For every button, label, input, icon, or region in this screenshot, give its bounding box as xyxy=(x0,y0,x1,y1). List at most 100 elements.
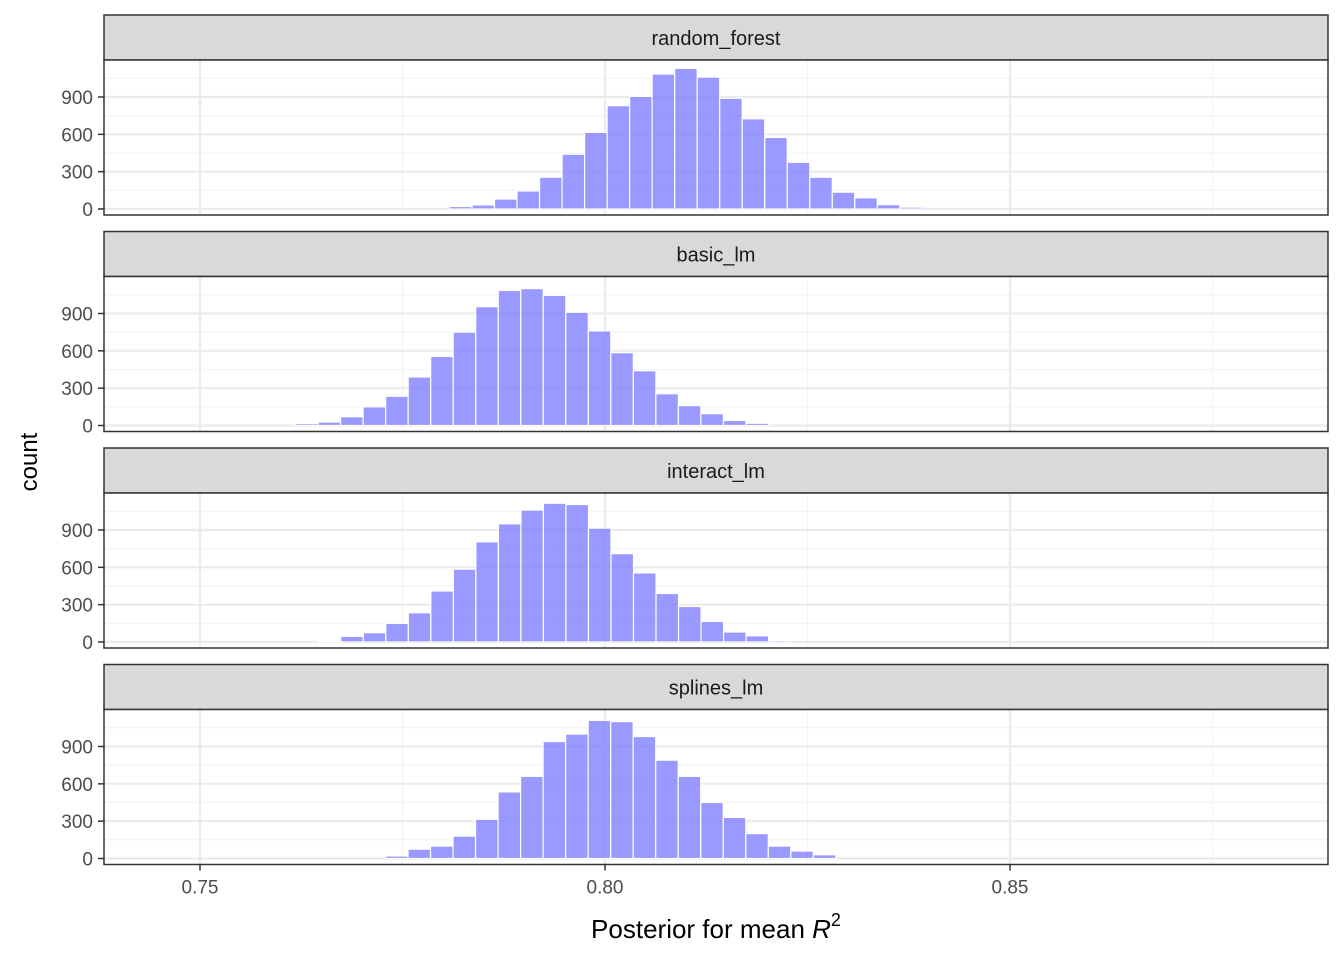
histogram-bar xyxy=(611,353,634,426)
histogram-bar xyxy=(607,106,630,209)
histogram-bar xyxy=(517,191,540,209)
histogram-bar xyxy=(521,510,544,642)
x-tick-label: 0.85 xyxy=(992,878,1029,899)
histogram-bar xyxy=(634,573,657,642)
y-axis-title: count xyxy=(16,432,43,491)
histogram-bar xyxy=(385,856,408,858)
histogram-bar xyxy=(543,742,566,859)
histogram-bar xyxy=(449,207,472,209)
histogram-bar xyxy=(476,542,499,642)
histogram-bar xyxy=(588,331,611,426)
strip-label: splines_lm xyxy=(669,678,763,700)
y-tick-label: 600 xyxy=(61,125,93,146)
histogram-bar xyxy=(656,593,679,642)
y-tick-label: 0 xyxy=(82,850,93,871)
histogram-bar xyxy=(656,760,679,858)
y-tick-label: 600 xyxy=(61,558,93,579)
y-tick-label: 900 xyxy=(61,88,93,109)
histogram-bar xyxy=(495,199,518,209)
histogram-bar xyxy=(566,734,589,858)
histogram-bar xyxy=(742,119,765,209)
facet-panel-splines_lm: splines_lm 0 300 600 900 0.75 0.80 0.85 xyxy=(61,665,1328,899)
histogram-bar xyxy=(746,423,769,425)
histogram-bar xyxy=(498,524,521,642)
histogram-bar xyxy=(675,68,698,209)
histogram-bar xyxy=(341,417,364,426)
histogram-bar xyxy=(562,154,585,209)
histogram-bar xyxy=(521,289,544,426)
histogram-bar xyxy=(318,422,341,425)
histogram-bar xyxy=(431,356,454,425)
histogram-bar xyxy=(296,424,319,426)
histogram-bar xyxy=(476,307,499,426)
histogram-bar xyxy=(877,205,900,209)
y-tick-label: 300 xyxy=(61,379,93,400)
histogram-bar xyxy=(656,394,679,426)
histogram-bar xyxy=(453,569,476,642)
y-tick-label: 300 xyxy=(61,163,93,184)
y-tick-label: 900 xyxy=(61,738,93,759)
histogram-bar xyxy=(431,846,454,858)
histogram-bar xyxy=(832,192,855,209)
x-axis: 0.75 0.80 0.85 xyxy=(182,865,1029,899)
histogram-bar xyxy=(408,849,431,858)
histogram-bar xyxy=(453,836,476,858)
y-tick-label: 300 xyxy=(61,596,93,617)
x-tick-label: 0.75 xyxy=(182,878,219,899)
histogram-bar xyxy=(386,623,409,642)
histogram-bar xyxy=(679,607,702,642)
histogram-bar xyxy=(701,414,724,426)
strip-label: basic_lm xyxy=(677,245,756,267)
histogram-bar xyxy=(724,632,747,642)
histogram-bar xyxy=(431,591,454,642)
histogram-bar xyxy=(566,504,589,642)
panel-background xyxy=(104,277,1328,432)
histogram-bar xyxy=(341,636,364,642)
y-axis: 0 300 600 900 xyxy=(61,738,104,871)
histogram-bar xyxy=(768,846,791,858)
histogram-bar xyxy=(363,633,386,642)
y-tick-label: 0 xyxy=(82,633,93,654)
histogram-bar xyxy=(720,98,743,209)
histogram-bar xyxy=(652,74,675,209)
histogram-bar xyxy=(386,396,409,425)
y-tick-label: 0 xyxy=(82,200,93,221)
y-tick-label: 900 xyxy=(61,305,93,326)
histogram-bar xyxy=(408,377,431,426)
histogram-bar xyxy=(453,332,476,425)
histogram-bar xyxy=(855,198,878,209)
histogram-bar xyxy=(746,834,769,859)
histogram-bar xyxy=(633,371,656,426)
histogram-bar xyxy=(900,207,923,209)
histogram-bar xyxy=(585,132,608,209)
histogram-bar xyxy=(588,720,611,858)
histogram-bar xyxy=(723,817,746,858)
y-tick-label: 600 xyxy=(61,775,93,796)
strip-label: random_forest xyxy=(652,28,781,50)
y-tick-label: 300 xyxy=(61,812,93,833)
histogram-bar xyxy=(611,722,634,859)
strip-label: interact_lm xyxy=(667,461,765,483)
histogram-bar xyxy=(408,613,431,642)
x-axis-title: Posterior for mean R2 xyxy=(591,910,841,944)
histogram-bar xyxy=(633,737,656,859)
y-tick-label: 0 xyxy=(82,417,93,438)
histogram-bar xyxy=(521,776,544,858)
x-tick-label: 0.80 xyxy=(587,878,624,899)
histogram-bar xyxy=(769,641,792,642)
y-axis: 0 300 600 900 xyxy=(61,88,104,221)
histogram-bar xyxy=(540,177,563,209)
histogram-bar xyxy=(611,554,634,642)
histogram-bar xyxy=(810,177,833,209)
histogram-bar xyxy=(746,636,769,642)
histogram-bar xyxy=(543,503,566,642)
histogram-bar xyxy=(701,621,724,642)
histogram-bar xyxy=(498,290,521,425)
histogram-bar xyxy=(697,77,720,209)
histogram-bar xyxy=(318,641,341,642)
